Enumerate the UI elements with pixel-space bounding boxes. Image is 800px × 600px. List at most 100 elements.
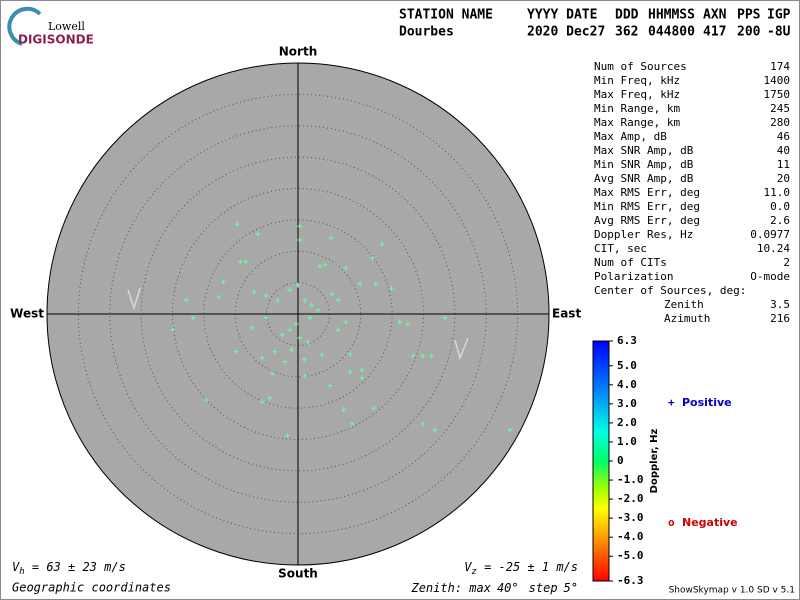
header-label: DDD [615, 8, 639, 23]
source-point [343, 265, 349, 271]
source-point [293, 321, 299, 327]
stat-value: 1750 [764, 88, 791, 101]
source-point [243, 259, 249, 265]
stat-value: 280 [770, 116, 790, 129]
stat-value: O-mode [750, 270, 790, 283]
stat-label: Avg RMS Err, deg [594, 214, 700, 227]
source-point [357, 281, 363, 287]
source-point [302, 373, 308, 379]
south-label: South [278, 567, 318, 581]
source-point [432, 427, 438, 433]
source-point [297, 237, 303, 243]
stat-value: 1400 [764, 74, 791, 87]
source-point [315, 307, 321, 313]
center-value: 216 [770, 312, 790, 325]
step-label: step [529, 581, 558, 595]
source-point [272, 349, 278, 355]
header-value: 362 [615, 25, 638, 40]
source-point [317, 263, 323, 269]
source-point [234, 221, 240, 227]
logo-bottom: DIGISONDE [18, 33, 94, 47]
source-point [297, 223, 303, 229]
velocity-symbol: V [12, 560, 20, 574]
source-point [420, 353, 426, 359]
colorbar-tick-label: 2.0 [617, 416, 637, 429]
stat-value: 0.0977 [750, 228, 790, 241]
source-point [233, 349, 239, 355]
header-label: YYYY DATE [527, 8, 597, 23]
colorbar-tick-label: 1.0 [617, 435, 637, 448]
source-point [341, 407, 347, 413]
stat-label: Avg SNR Amp, dB [594, 172, 694, 185]
source-point [322, 262, 328, 268]
west-label: West [10, 307, 44, 321]
source-point [259, 399, 265, 405]
source-point [329, 291, 335, 297]
north-label: North [279, 45, 317, 59]
source-point [269, 371, 275, 377]
source-point [335, 297, 341, 303]
source-point [420, 421, 426, 427]
colorbar-tick-label: 4.0 [617, 378, 637, 391]
stat-value: 0.0 [770, 200, 790, 213]
source-point [347, 369, 353, 375]
v-mark [454, 337, 469, 361]
source-point [442, 315, 448, 321]
source-point [282, 359, 288, 365]
stat-label: Max Amp, dB [594, 130, 667, 143]
v-mark [127, 287, 141, 311]
stat-label: Min Range, km [594, 102, 680, 115]
source-point [289, 347, 295, 353]
legend-label: Negative [682, 516, 738, 529]
zenith-label: Zenith: max [410, 581, 491, 595]
logo-arc [7, 6, 42, 46]
header-value: 2020 Dec27 [527, 25, 605, 40]
stat-label: Num of Sources [594, 60, 687, 73]
source-point [410, 353, 416, 359]
header-label: IGP [767, 8, 791, 23]
source-point [359, 375, 365, 381]
colorbar-tick-label: 5.0 [617, 359, 637, 372]
source-point [263, 293, 269, 299]
header-label: AXN [703, 8, 727, 23]
source-point [370, 255, 376, 261]
velocity-sub: z [471, 567, 476, 577]
source-point [220, 279, 226, 285]
source-point [267, 395, 273, 401]
stat-value: 2.6 [770, 214, 790, 227]
source-point [359, 367, 365, 373]
source-point [259, 355, 265, 361]
east-label: East [552, 307, 581, 321]
stat-label: Min SNR Amp, dB [594, 158, 694, 171]
center-label: Zenith [664, 298, 704, 311]
stat-label: Max RMS Err, deg [594, 186, 700, 199]
colorbar-label: Doppler, Hz [649, 429, 660, 494]
stat-value: 20 [777, 172, 790, 185]
stat-value: 174 [770, 60, 790, 73]
stat-label: Max Freq, kHz [594, 88, 680, 101]
header-label: STATION NAME [399, 8, 493, 23]
source-point [284, 433, 290, 439]
source-point [203, 397, 209, 403]
colorbar-tick-label: -3.0 [617, 511, 644, 524]
colorbar-tick-label: 3.0 [617, 397, 637, 410]
header-label: PPS [737, 8, 761, 23]
colorbar-tick-label: -1.0 [617, 473, 644, 486]
colorbar-tick-label: -5.0 [617, 549, 644, 562]
source-point [249, 325, 255, 331]
source-point [388, 285, 394, 291]
colorbar-tick-label: -4.0 [617, 530, 644, 543]
source-point [216, 294, 222, 300]
stat-label: CIT, sec [594, 242, 647, 255]
colorbar [592, 340, 610, 582]
legend-label: Positive [682, 396, 732, 409]
source-point [287, 327, 293, 333]
zenith-max: 40° [497, 581, 519, 595]
legend-symbol: o [668, 516, 675, 529]
colorbar-tick-label: -6.3 [617, 574, 644, 587]
header-value: Dourbes [399, 25, 454, 40]
stat-label: Polarization [594, 270, 673, 283]
header-label: HHMMSS [648, 8, 695, 23]
source-point [405, 321, 411, 327]
stat-value: 11 [777, 158, 790, 171]
